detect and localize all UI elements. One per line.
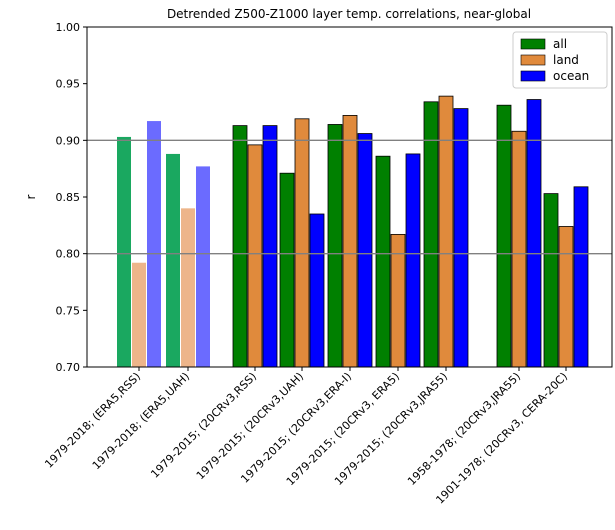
bar-all-5: [375, 155, 391, 368]
bar-land-8: [558, 226, 574, 368]
bar-ocean-1: [196, 166, 210, 367]
bars-layer: [117, 95, 589, 368]
bar-all-7: [496, 104, 512, 368]
y-tick-label: 0.95: [56, 78, 81, 91]
bar-all-1: [166, 153, 180, 367]
bar-ocean-2: [262, 125, 278, 368]
y-tick-label: 0.85: [56, 191, 81, 204]
bar-land-1: [181, 208, 195, 367]
legend-swatch-all: [520, 38, 546, 50]
bar-ocean-8: [573, 186, 589, 368]
bar-all-4: [327, 124, 343, 368]
bar-ocean-5: [405, 153, 421, 368]
bar-all-0: [117, 136, 131, 367]
bar-land-6: [438, 95, 454, 368]
y-tick-label: 0.90: [56, 134, 81, 147]
y-axis: 0.70 0.75 0.80 0.85 0.90 0.95 1.00: [56, 21, 87, 374]
bar-land-7: [511, 130, 527, 368]
x-axis: 1979-2018; (ERA5,RSS)1979-2018; (ERA5,UA…: [42, 367, 570, 507]
legend-label-land: land: [553, 53, 579, 67]
reference-lines: [87, 139, 612, 255]
bar-all-8: [543, 193, 559, 368]
bar-all-6: [423, 101, 439, 368]
y-tick-label: 0.70: [56, 361, 81, 374]
bar-land-3: [294, 118, 310, 368]
bar-ocean-4: [357, 133, 373, 368]
y-tick-label: 0.80: [56, 248, 81, 261]
bar-all-2: [232, 125, 248, 368]
bar-land-4: [342, 115, 358, 368]
bar-land-2: [247, 144, 263, 368]
bar-all-3: [279, 172, 295, 368]
legend-swatch-land: [520, 54, 546, 66]
y-tick-label: 1.00: [56, 21, 81, 34]
chart-title: Detrended Z500-Z1000 layer temp. correla…: [167, 7, 531, 21]
bar-ocean-6: [453, 108, 469, 368]
legend-label-all: all: [553, 37, 567, 51]
bar-ocean-0: [147, 121, 161, 367]
legend: all land ocean: [512, 31, 608, 89]
legend-swatch-ocean: [520, 70, 546, 82]
bar-ocean-3: [309, 213, 325, 368]
bar-ocean-7: [526, 99, 542, 368]
y-tick-label: 0.75: [56, 304, 81, 317]
bar-land-0: [132, 262, 146, 367]
y-axis-label: r: [24, 194, 38, 199]
x-tick-label: 1979-2018; (ERA5,RSS): [42, 370, 143, 471]
legend-label-ocean: ocean: [553, 69, 589, 83]
